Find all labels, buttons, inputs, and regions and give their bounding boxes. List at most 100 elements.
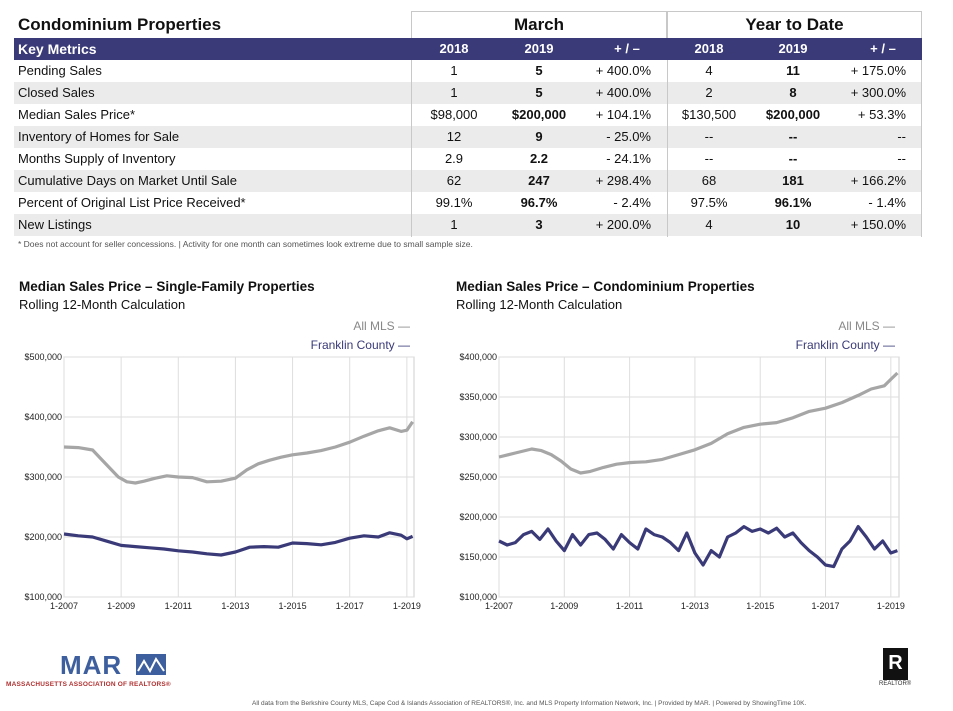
- cell-y19: --: [788, 151, 798, 166]
- cell-y19: 11: [786, 63, 800, 78]
- y-tick-label: $150,000: [459, 552, 497, 562]
- legend-franklin-county: Franklin County —: [310, 338, 410, 352]
- cell-m19: 9: [535, 129, 543, 144]
- x-tick-label: 1-2015: [746, 601, 774, 611]
- cell-y18: $130,500: [681, 107, 737, 122]
- cell-y18: 4: [705, 217, 713, 232]
- cell-m18: $98,000: [430, 107, 478, 122]
- cell-m18: 1: [450, 217, 458, 232]
- cell-y18: 68: [701, 173, 717, 188]
- table-footnote: * Does not account for seller concession…: [18, 239, 473, 249]
- y-tick-label: $400,000: [24, 412, 62, 422]
- cell-ychg: --: [897, 151, 906, 166]
- divider: [921, 60, 922, 237]
- cell-ychg: --: [897, 129, 906, 144]
- cell-m18: 62: [446, 173, 462, 188]
- table-row: New Listings 1 3 + 200.0% 4 10 + 150.0%: [14, 214, 922, 236]
- row-label: Percent of Original List Price Received*: [18, 195, 246, 210]
- cell-ychg: - 1.4%: [868, 195, 906, 210]
- y-tick-label: $300,000: [24, 472, 62, 482]
- cell-ychg: + 53.3%: [857, 107, 906, 122]
- cell-m19: 247: [528, 173, 550, 188]
- cell-y19: 181: [782, 173, 804, 188]
- cell-y18: --: [704, 129, 714, 144]
- cell-ychg: + 175.0%: [850, 63, 906, 78]
- x-tick-label: 1-2007: [50, 601, 78, 611]
- x-tick-label: 1-2019: [393, 601, 421, 611]
- key-metrics-table: Condominium Properties March Year to Dat…: [14, 11, 922, 237]
- cell-m18: 12: [446, 129, 462, 144]
- x-tick-label: 1-2013: [681, 601, 709, 611]
- cell-m19: 5: [535, 63, 543, 78]
- cell-ychg: + 150.0%: [850, 217, 906, 232]
- group-march: March: [411, 11, 667, 38]
- cell-m18: 1: [450, 85, 458, 100]
- table-row: Median Sales Price* $98,000 $200,000 + 104.…: [14, 104, 922, 126]
- row-label: New Listings: [18, 217, 92, 232]
- series-line-all-mls: [63, 420, 414, 485]
- x-tick-label: 1-2019: [877, 601, 905, 611]
- cell-mchg: + 298.4%: [595, 173, 651, 188]
- x-tick-label: 1-2011: [165, 601, 192, 611]
- cell-m18: 2.9: [444, 151, 464, 166]
- chart2-legend: All MLS — Franklin County —: [715, 319, 895, 352]
- col-header: 2018: [439, 41, 469, 56]
- cell-ychg: + 300.0%: [850, 85, 906, 100]
- x-tick-label: 1-2017: [336, 601, 364, 611]
- row-label: Months Supply of Inventory: [18, 151, 176, 166]
- cell-y19: 96.1%: [774, 195, 812, 210]
- chart1-legend: All MLS — Franklin County —: [230, 319, 410, 352]
- legend-all-mls: All MLS —: [353, 319, 410, 333]
- group-ytd: Year to Date: [667, 11, 922, 38]
- table-row: Percent of Original List Price Received*…: [14, 192, 922, 214]
- x-tick-label: 1-2015: [279, 601, 307, 611]
- legend-all-mls: All MLS —: [838, 319, 895, 333]
- row-label: Cumulative Days on Market Until Sale: [18, 173, 237, 188]
- row-label: Median Sales Price*: [18, 107, 136, 122]
- y-tick-label: $350,000: [459, 392, 497, 402]
- chart2-condo-median-price: $100,000 $150,000 $200,000 $250,000 $300,000…: [459, 352, 905, 611]
- y-tick-label: $200,000: [24, 532, 62, 542]
- x-tick-label: 1-2009: [107, 601, 135, 611]
- col-header: + / –: [870, 41, 896, 56]
- cell-m19: 96.7%: [520, 195, 558, 210]
- cell-y19: $200,000: [765, 107, 821, 122]
- col-header: + / –: [614, 41, 640, 56]
- chart1-sfh-median-price: $100,000 $200,000 $300,000 $400,000 $500,000…: [24, 352, 421, 611]
- table-row: Pending Sales 1 5 + 400.0% 4 11 + 175.0%: [14, 60, 922, 82]
- chart1-title: Median Sales Price – Single-Family Prope…: [19, 279, 315, 294]
- x-tick-label: 1-2007: [485, 601, 513, 611]
- mar-logo-text: MAR: [60, 651, 122, 678]
- realtor-logo: R: [883, 648, 908, 680]
- cell-mchg: + 104.1%: [595, 107, 651, 122]
- series-line-all-mls: [498, 371, 899, 475]
- cell-y19: 10: [785, 217, 801, 232]
- cell-y18: 97.5%: [690, 195, 728, 210]
- data-credits: All data from the Berkshire County MLS, …: [252, 700, 807, 707]
- col-header: 2018: [694, 41, 724, 56]
- row-label: Inventory of Homes for Sale: [18, 129, 180, 144]
- table-row: Months Supply of Inventory 2.9 2.2 - 24.1% -…: [14, 148, 922, 170]
- cell-y18: 4: [705, 63, 713, 78]
- cell-ychg: + 166.2%: [850, 173, 906, 188]
- y-tick-label: $200,000: [459, 512, 497, 522]
- row-label: Closed Sales: [18, 85, 95, 100]
- col-header: 2019: [524, 41, 554, 56]
- chart1-subtitle: Rolling 12-Month Calculation: [19, 297, 186, 312]
- row-label: Pending Sales: [18, 63, 102, 78]
- table-row: Cumulative Days on Market Until Sale 62 24…: [14, 170, 922, 192]
- series-line-franklin-county: [498, 525, 898, 569]
- cell-mchg: + 400.0%: [595, 85, 651, 100]
- table-row: Closed Sales 1 5 + 400.0% 2 8 + 300.0%: [14, 82, 922, 104]
- col-header: 2019: [778, 41, 808, 56]
- cell-mchg: + 200.0%: [595, 217, 651, 232]
- cell-m19: 3: [535, 217, 543, 232]
- y-tick-label: $400,000: [459, 352, 497, 362]
- chart2-title: Median Sales Price – Condominium Propert…: [456, 279, 755, 294]
- cell-m19: 2.2: [529, 151, 549, 166]
- header-key-metrics: Key Metrics: [18, 41, 97, 57]
- cell-y19: 8: [789, 85, 797, 100]
- mar-logo: MAR: [58, 651, 168, 678]
- chart2-subtitle: Rolling 12-Month Calculation: [456, 297, 623, 312]
- cell-y19: --: [788, 129, 798, 144]
